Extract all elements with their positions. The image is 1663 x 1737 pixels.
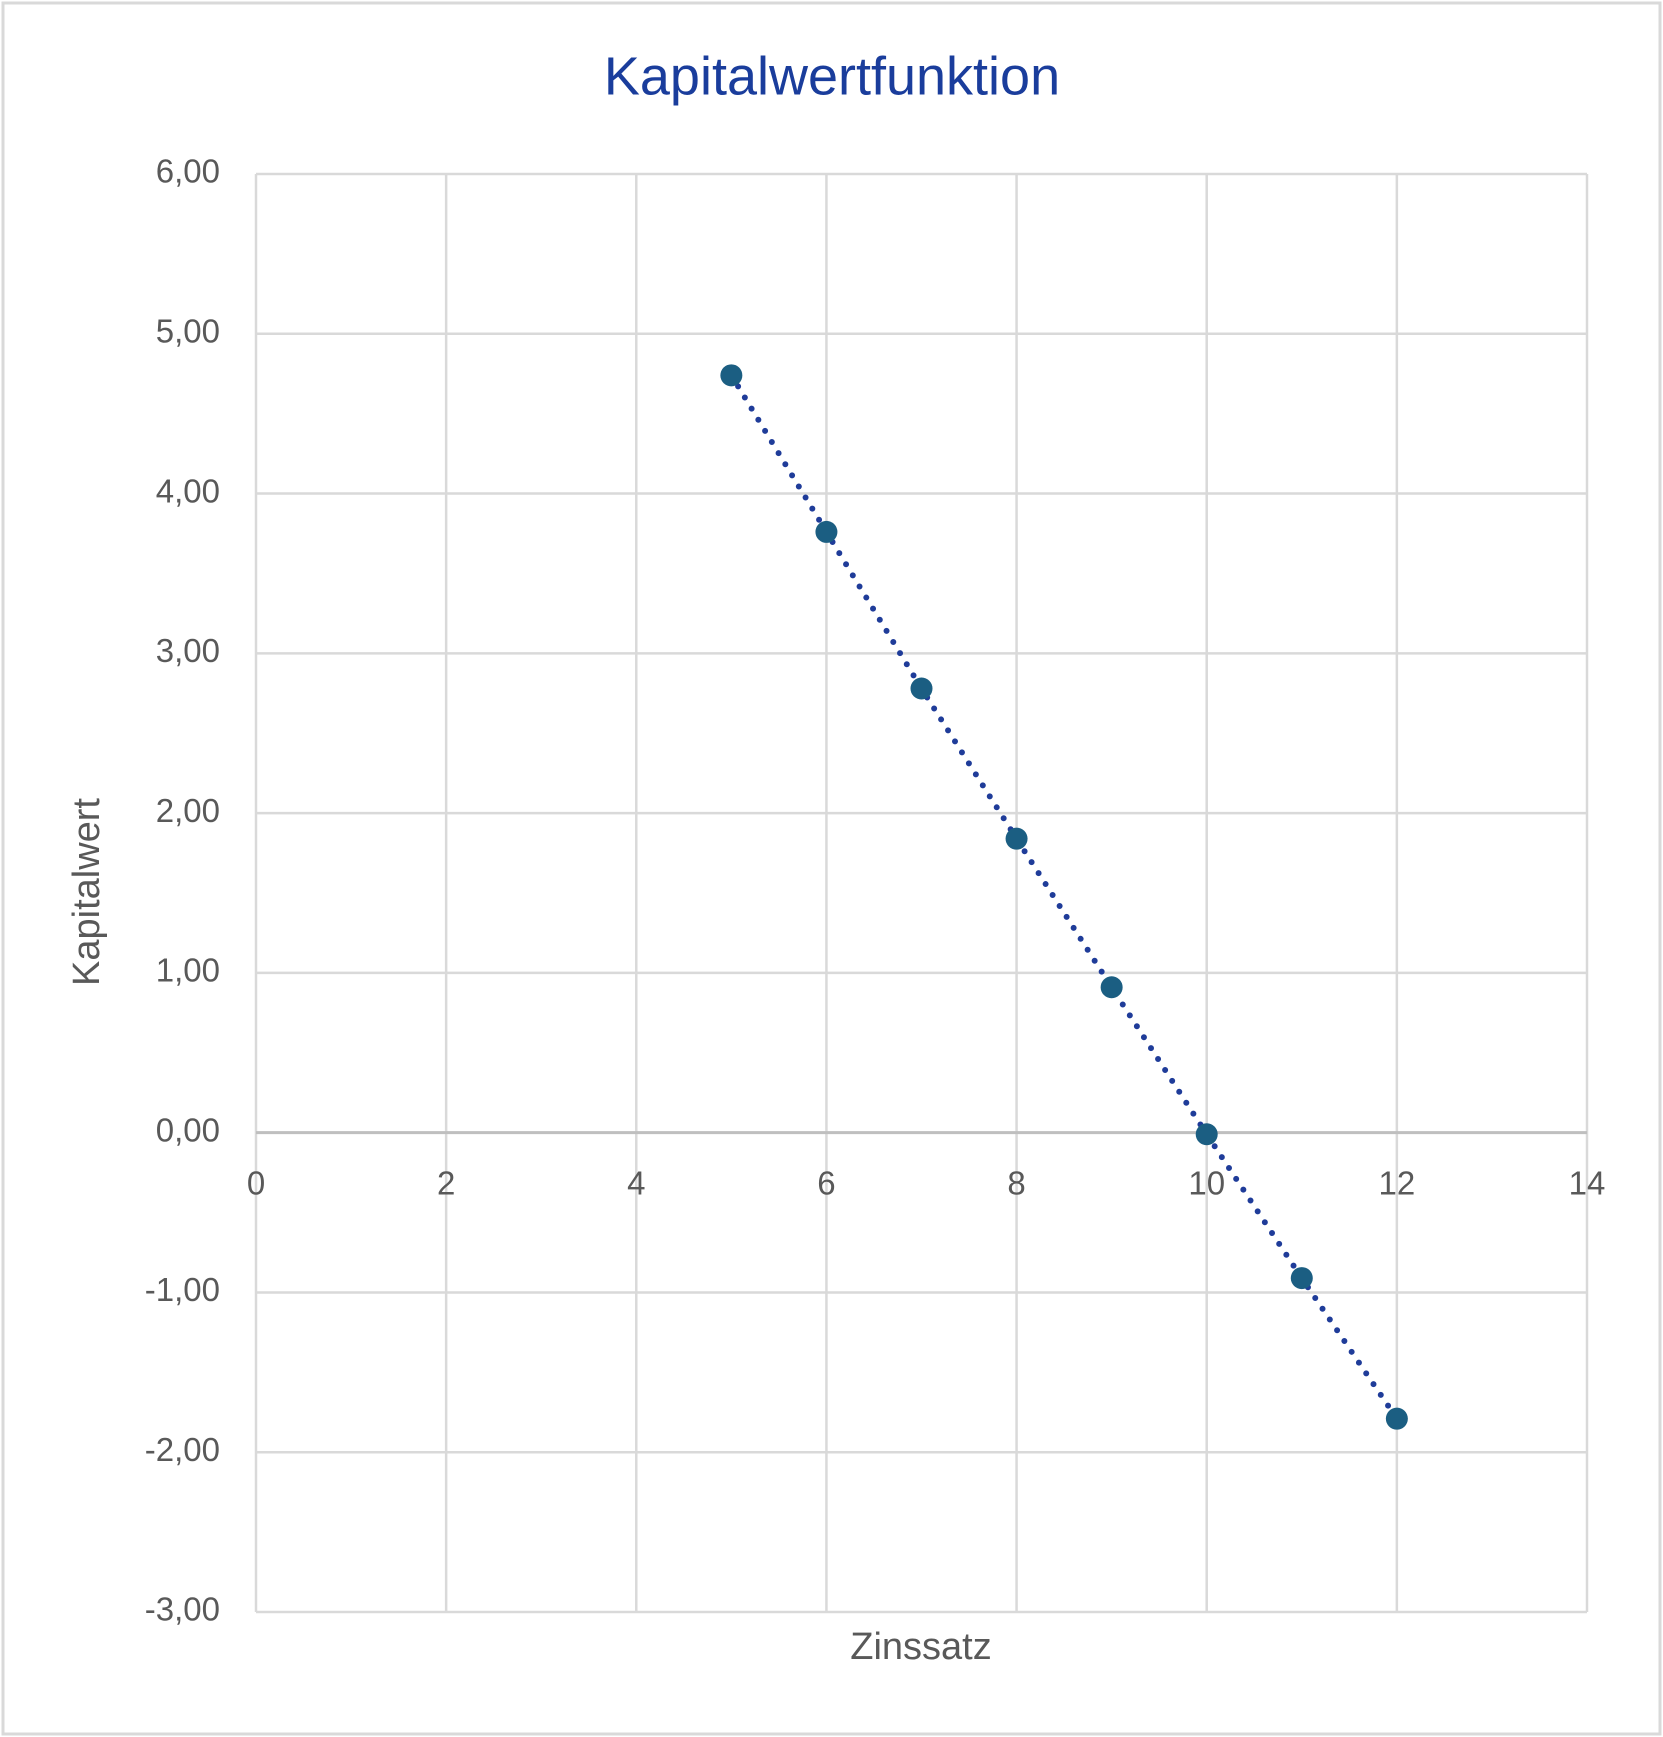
x-tick-label: 12 — [1378, 1164, 1415, 1201]
data-point — [1005, 827, 1028, 850]
y-tick-label: -1,00 — [145, 1271, 220, 1308]
y-tick-label: 3,00 — [156, 632, 220, 669]
y-tick-label: 1,00 — [156, 952, 220, 989]
x-tick-label: 4 — [627, 1164, 645, 1201]
y-tick-label: 4,00 — [156, 472, 220, 509]
x-tick-label: 0 — [247, 1164, 265, 1201]
x-tick-label: 8 — [1007, 1164, 1025, 1201]
data-point — [1195, 1123, 1218, 1146]
y-tick-label: 0,00 — [156, 1111, 220, 1148]
x-tick-label: 6 — [817, 1164, 835, 1201]
x-tick-label: 14 — [1569, 1164, 1606, 1201]
y-tick-label: -3,00 — [145, 1591, 220, 1628]
connector-line — [728, 372, 1400, 1422]
x-tick-label: 10 — [1188, 1164, 1225, 1201]
data-point — [720, 364, 743, 387]
data-point — [910, 677, 933, 700]
data-point — [1100, 976, 1123, 999]
y-tick-label: 6,00 — [156, 153, 220, 190]
y-tick-label: -2,00 — [145, 1431, 220, 1468]
data-point — [1385, 1407, 1408, 1430]
x-axis-title: Zinssatz — [850, 1626, 991, 1668]
data-point — [815, 520, 838, 543]
y-axis-title: Kapitalwert — [66, 798, 108, 986]
y-tick-label: 5,00 — [156, 312, 220, 349]
data-point — [1290, 1267, 1313, 1290]
chart-title: Kapitalwertfunktion — [604, 46, 1060, 106]
y-tick-label: 2,00 — [156, 792, 220, 829]
x-tick-label: 2 — [437, 1164, 455, 1201]
